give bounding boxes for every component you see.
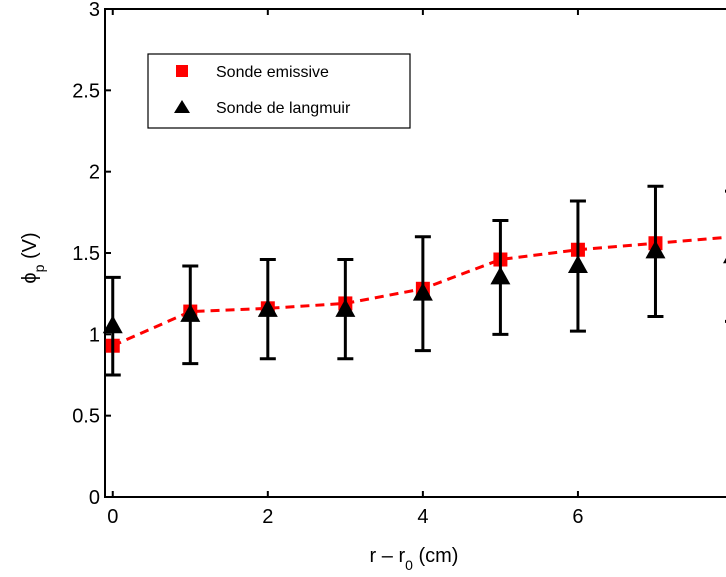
x-axis-title: r – r0 (cm) (370, 545, 459, 573)
point-sonde-de-langmuir (257, 298, 278, 317)
y-tick-label: 1 (89, 324, 100, 346)
legend-label-sonde-emissive: Sonde emissive (216, 64, 329, 81)
x-tick-label: 6 (572, 506, 583, 528)
point-sonde-de-langmuir (567, 255, 588, 274)
legend-label-sonde-de-langmuir: Sonde de langmuir (216, 100, 351, 117)
axis-ticks: 0246800.511.522.53 (72, 0, 583, 528)
point-sonde-de-langmuir (412, 282, 433, 301)
y-tick-label: 0 (89, 487, 100, 509)
x-tick-label: 0 (107, 506, 118, 528)
data-marks (102, 184, 726, 377)
y-axis-title: ϕp (V) (19, 232, 47, 283)
point-sonde-de-langmuir (102, 315, 123, 334)
legend-marker-square (176, 65, 188, 77)
legend: Sonde emissive Sonde de langmuir (147, 53, 411, 129)
legend-box (147, 53, 411, 129)
point-sonde-de-langmuir (180, 303, 201, 322)
point-sonde-de-langmuir (490, 266, 511, 285)
x-tick-label: 2 (262, 506, 273, 528)
x-tick-label: 4 (417, 506, 428, 528)
point-sonde-de-langmuir (645, 240, 666, 259)
y-tick-label: 0.5 (72, 406, 100, 428)
point-sonde-de-langmuir (723, 257, 726, 264)
y-tick-label: 3 (89, 0, 100, 21)
legend-marker-triangle (174, 100, 190, 113)
point-sonde-de-langmuir (335, 298, 356, 317)
y-tick-label: 2.5 (72, 80, 100, 102)
y-tick-label: 2 (89, 162, 100, 184)
y-tick-label: 1.5 (72, 243, 100, 265)
